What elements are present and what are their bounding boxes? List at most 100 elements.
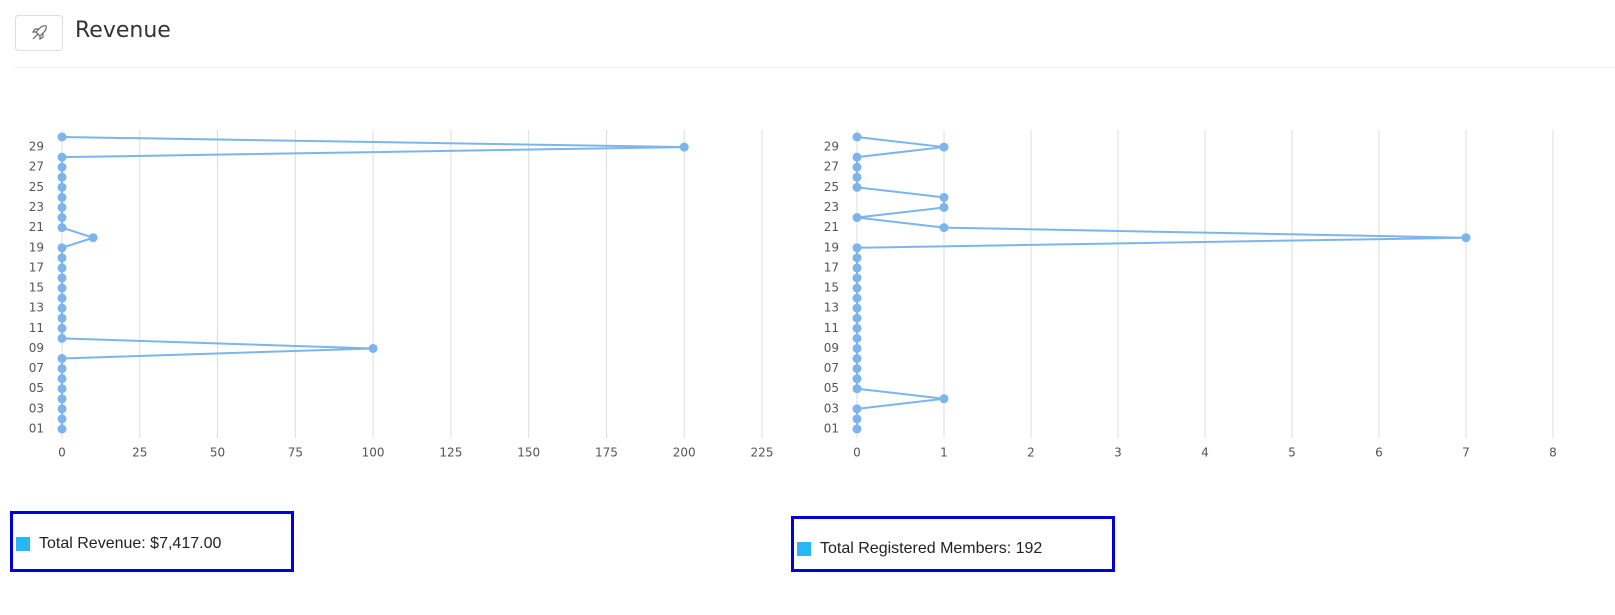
y-tick-label: 27	[29, 160, 44, 174]
point	[852, 364, 862, 374]
point	[88, 233, 98, 243]
x-tick-label: 100	[362, 446, 385, 460]
point	[852, 384, 862, 394]
point	[57, 182, 67, 192]
point	[852, 273, 862, 283]
point	[57, 192, 67, 202]
point	[852, 293, 862, 303]
point	[939, 202, 949, 212]
point	[852, 333, 862, 343]
point	[57, 162, 67, 172]
point	[57, 172, 67, 182]
point	[57, 313, 67, 323]
x-tick-label: 175	[595, 446, 618, 460]
page-title: Revenue	[75, 18, 171, 43]
y-tick-label: 25	[29, 180, 44, 194]
point	[57, 273, 67, 283]
x-tick-label: 4	[1201, 446, 1209, 460]
y-tick-label: 15	[824, 281, 839, 295]
summary-box	[10, 511, 294, 572]
x-tick-label: 150	[517, 446, 540, 460]
line	[856, 136, 1467, 429]
rocket-icon	[31, 25, 47, 41]
y-tick-label: 13	[824, 301, 839, 315]
x-tick-label: 7	[1462, 446, 1470, 460]
y-tick-label: 11	[824, 321, 839, 335]
y-tick-label: 05	[29, 381, 44, 395]
y-tick-label: 09	[824, 341, 839, 355]
y-tick-label: 21	[29, 220, 44, 234]
point	[57, 202, 67, 212]
point	[57, 243, 67, 253]
y-tick-label: 11	[29, 321, 44, 335]
point	[57, 384, 67, 394]
x-tick-label: 0	[853, 446, 861, 460]
x-tick-label: 225	[751, 446, 774, 460]
point	[852, 152, 862, 162]
y-tick-label: 29	[29, 140, 44, 154]
point	[852, 132, 862, 142]
point	[852, 182, 862, 192]
point	[57, 132, 67, 142]
point	[852, 313, 862, 323]
y-tick-label: 21	[824, 220, 839, 234]
point	[852, 404, 862, 414]
y-tick-label: 19	[29, 240, 44, 254]
point	[57, 374, 67, 384]
point	[852, 213, 862, 223]
y-tick-label: 07	[29, 361, 44, 375]
y-tick-label: 27	[824, 160, 839, 174]
x-tick-label: 5	[1288, 446, 1296, 460]
x-tick-label: 1	[940, 446, 948, 460]
x-tick-label: 6	[1375, 446, 1383, 460]
y-tick-label: 03	[824, 401, 839, 415]
y-tick-label: 17	[824, 260, 839, 274]
point	[57, 152, 67, 162]
x-tick-label: 50	[210, 446, 225, 460]
x-tick-label: 25	[132, 446, 147, 460]
point	[939, 223, 949, 233]
icon-button[interactable]	[15, 15, 63, 51]
point	[57, 263, 67, 273]
x-tick-label: 125	[439, 446, 462, 460]
point	[852, 263, 862, 273]
point	[939, 192, 949, 202]
y-tick-label: 19	[824, 240, 839, 254]
point	[57, 333, 67, 343]
point	[852, 414, 862, 424]
y-tick-label: 03	[29, 401, 44, 415]
y-tick-label: 17	[29, 260, 44, 274]
y-tick-label: 01	[824, 422, 839, 436]
point	[852, 283, 862, 293]
point	[57, 323, 67, 333]
x-tick-label: 3	[1114, 446, 1122, 460]
point	[852, 253, 862, 263]
point	[368, 343, 378, 353]
y-tick-label: 15	[29, 281, 44, 295]
y-tick-label: 01	[29, 422, 44, 436]
point	[57, 414, 67, 424]
point	[57, 404, 67, 414]
summary-swatch	[16, 537, 30, 551]
summary-text: Total Revenue: $7,417.00	[39, 535, 221, 552]
x-tick-label: 200	[673, 446, 696, 460]
point	[852, 323, 862, 333]
point	[57, 424, 67, 434]
point	[939, 394, 949, 404]
y-tick-label: 25	[824, 180, 839, 194]
point	[852, 162, 862, 172]
point	[57, 293, 67, 303]
summary-text: Total Registered Members: 192	[820, 540, 1042, 557]
point	[57, 303, 67, 313]
x-tick-label: 0	[58, 446, 66, 460]
point	[852, 303, 862, 313]
y-tick-label: 23	[29, 200, 44, 214]
point	[939, 142, 949, 152]
x-tick-label: 75	[288, 446, 303, 460]
summary-swatch	[797, 542, 811, 556]
point	[852, 354, 862, 364]
point	[57, 253, 67, 263]
point	[852, 243, 862, 253]
summary-box	[791, 516, 1115, 572]
